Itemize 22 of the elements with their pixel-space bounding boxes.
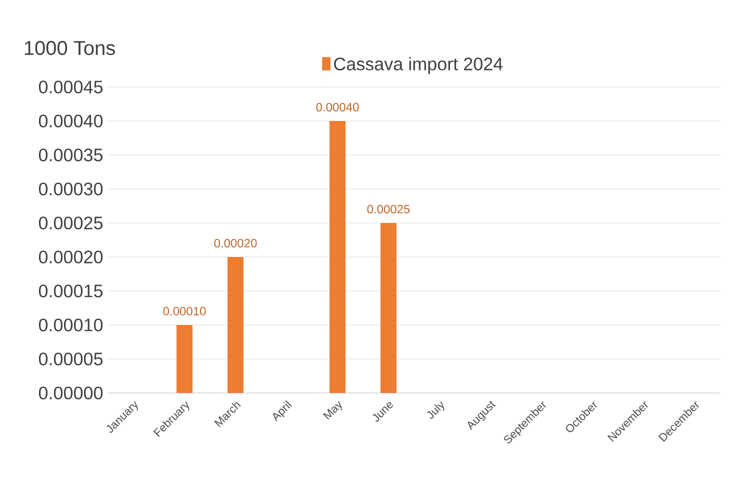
legend-label: Cassava import 2024	[334, 57, 503, 74]
y-tick-label: 0.00040	[38, 114, 103, 128]
data-label: 0.00010	[163, 306, 206, 316]
data-label: 0.00020	[214, 238, 257, 248]
y-tick-label: 0.00005	[38, 352, 103, 366]
y-tick-label: 0.00035	[38, 148, 103, 162]
bar	[380, 222, 396, 393]
x-tick-label: July	[427, 401, 444, 419]
y-tick-label: 0.00030	[38, 182, 103, 196]
y-tick-label: 0.00020	[38, 250, 103, 264]
bar	[176, 324, 193, 393]
y-tick-label: 0.00010	[38, 318, 103, 332]
bar	[228, 256, 244, 393]
y-tick-label: 0.00025	[38, 216, 103, 230]
data-label: 0.00025	[367, 204, 410, 214]
y-tick-label: 0.00015	[38, 284, 103, 298]
y-axis-title: 1000 Tons	[24, 40, 115, 56]
data-label: 0.00040	[316, 102, 359, 112]
x-tick-label: May	[323, 400, 342, 420]
y-tick-label: 0.00045	[38, 80, 103, 94]
bar	[330, 120, 346, 393]
y-tick-label: 0.00000	[38, 386, 103, 400]
